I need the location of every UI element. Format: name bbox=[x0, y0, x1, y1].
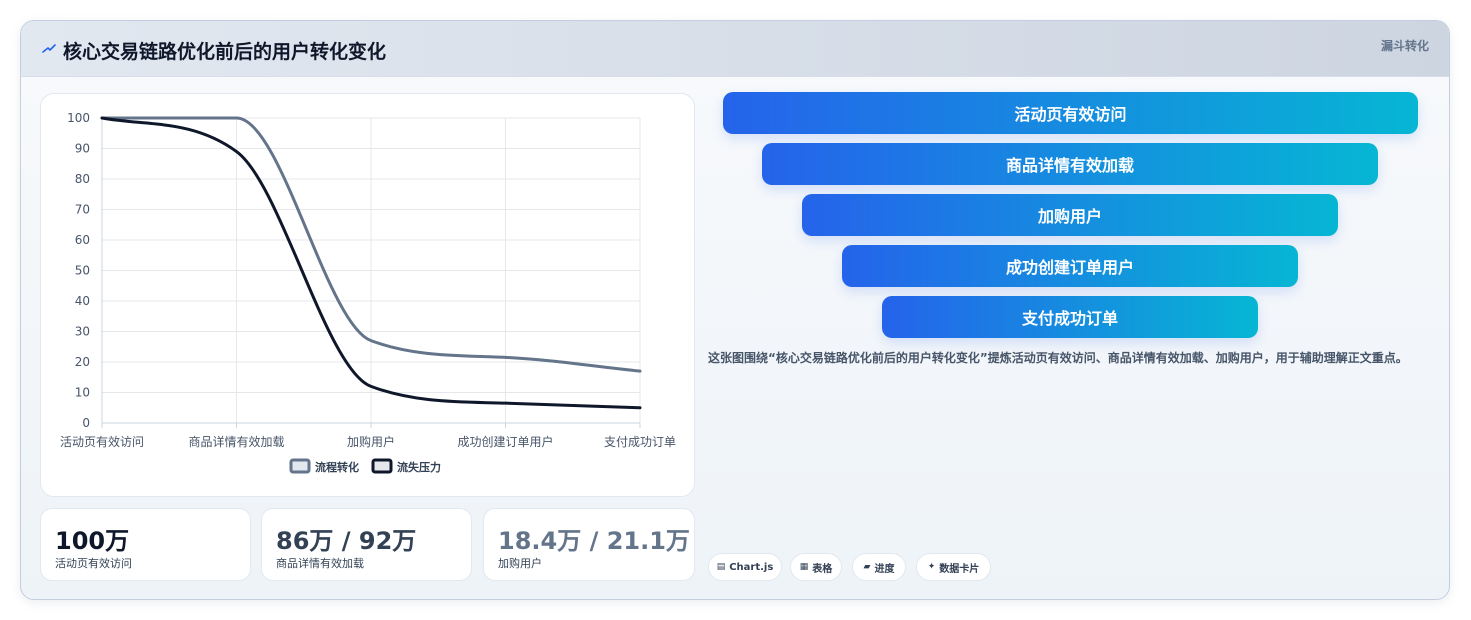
funnel-stage-4: 成功创建订单用户 bbox=[842, 245, 1298, 287]
card-header: 核心交易链路优化前后的用户转化变化 漏斗转化 bbox=[21, 21, 1449, 77]
y-tick-label: 50 bbox=[75, 264, 90, 278]
chart-panel: 0 10 20 30 40 50 60 70 80 90 100 活动页有效访问 商品详情有效加载 加购用… bbox=[40, 93, 695, 497]
table-icon: ▦ bbox=[799, 562, 809, 572]
chip-label: 数据卡片 bbox=[939, 563, 980, 575]
sparkle-icon: ✦ bbox=[927, 562, 936, 572]
funnel-stage-1: 活动页有效访问 bbox=[723, 92, 1418, 134]
x-tick-label: 支付成功订单 bbox=[604, 435, 676, 449]
chip-label: 进度 bbox=[874, 563, 895, 575]
stat-card-2: 86万 / 92万 商品详情有效加载 bbox=[261, 508, 472, 581]
stat-value: 86万 / 92万 bbox=[276, 527, 417, 555]
y-tick-label: 100 bbox=[67, 111, 90, 125]
page-title: 核心交易链路优化前后的用户转化变化 bbox=[63, 41, 387, 63]
y-tick-label: 40 bbox=[75, 294, 90, 308]
legend-label: 流程转化 bbox=[315, 460, 359, 474]
chip-progress[interactable]: ▰ 进度 bbox=[852, 553, 906, 581]
y-tick-label: 70 bbox=[75, 203, 90, 217]
line-chart: 0 10 20 30 40 50 60 70 80 90 100 活动页有效访问 商品详情有效加载 加购用… bbox=[60, 111, 676, 474]
stat-value: 18.4万 / 21.1万 bbox=[498, 527, 690, 555]
chip-chartjs[interactable]: ▤ Chart.js bbox=[708, 553, 782, 581]
legend-label: 流失压力 bbox=[397, 460, 441, 474]
progress-icon: ▰ bbox=[863, 562, 871, 572]
funnel-stage-2: 商品详情有效加载 bbox=[762, 143, 1378, 185]
legend-swatch bbox=[289, 458, 311, 474]
legend-swatch bbox=[371, 458, 393, 474]
chip-data-card[interactable]: ✦ 数据卡片 bbox=[916, 553, 991, 581]
y-tick-label: 80 bbox=[75, 172, 90, 186]
trend-icon bbox=[42, 44, 56, 53]
x-tick-label: 活动页有效访问 bbox=[60, 434, 144, 449]
funnel-stage-3: 加购用户 bbox=[802, 194, 1338, 236]
chip-label: 表格 bbox=[812, 563, 833, 575]
series-line-1 bbox=[100, 116, 642, 373]
series-line-2 bbox=[100, 116, 642, 410]
x-tick-label: 成功创建订单用户 bbox=[457, 434, 553, 449]
chip-label: Chart.js bbox=[729, 561, 774, 573]
stat-card-1: 100万 活动页有效访问 bbox=[40, 508, 251, 581]
stat-card-3: 18.4万 / 21.1万 加购用户 bbox=[483, 508, 695, 581]
x-tick-label: 商品详情有效加载 bbox=[188, 434, 284, 449]
chart-icon: ▤ bbox=[716, 562, 726, 572]
stat-label: 加购用户 bbox=[498, 557, 542, 570]
chart-description: 这张图围绕“核心交易链路优化前后的用户转化变化”提炼活动页有效访问、商品详情有效… bbox=[708, 351, 1408, 365]
y-tick-label: 30 bbox=[75, 325, 90, 339]
header-tag: 漏斗转化 bbox=[1380, 39, 1429, 53]
y-tick-label: 60 bbox=[75, 233, 90, 247]
chip-table[interactable]: ▦ 表格 bbox=[790, 553, 842, 581]
y-tick-label: 10 bbox=[75, 386, 90, 400]
x-tick-label: 加购用户 bbox=[347, 434, 395, 449]
main-card: 核心交易链路优化前后的用户转化变化 漏斗转化 0 10 20 30 40 50 60 70 80… bbox=[20, 20, 1450, 600]
funnel-stage-5: 支付成功订单 bbox=[882, 296, 1258, 338]
y-tick-label: 0 bbox=[82, 416, 90, 430]
y-tick-label: 20 bbox=[75, 355, 90, 369]
stat-label: 活动页有效访问 bbox=[55, 557, 132, 570]
y-tick-label: 90 bbox=[75, 142, 90, 156]
stat-label: 商品详情有效加载 bbox=[276, 557, 364, 570]
stat-value: 100万 bbox=[55, 527, 130, 555]
